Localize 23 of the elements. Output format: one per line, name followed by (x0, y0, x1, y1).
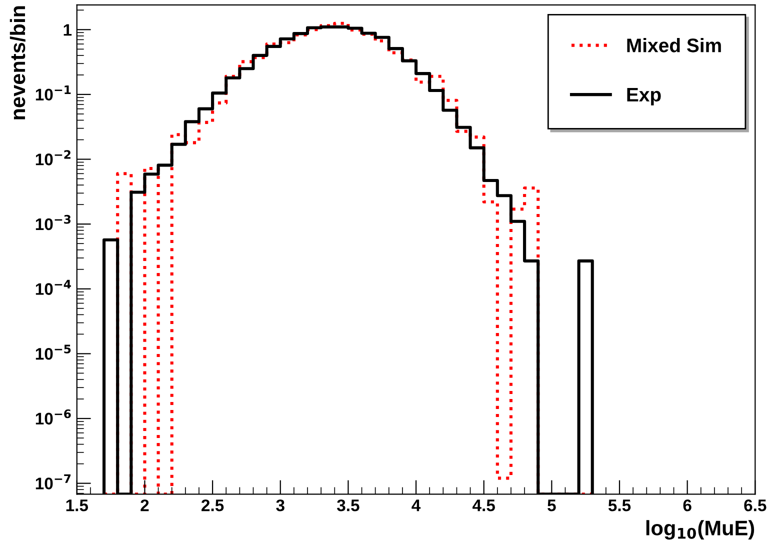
y-tick-label: 10$^{−1}$ (36, 85, 71, 101)
y-tick-label: 10$^{−4}$ (36, 280, 71, 295)
y-tick-label: 10$^{−3}$ (36, 214, 71, 230)
x-tick-label: 6.5 (744, 499, 766, 512)
x-axis-title: log$_{10}$(MuE) (646, 520, 754, 540)
x-tick-label: 4 (412, 500, 421, 512)
y-tick-label: 10$^{−5}$ (36, 344, 71, 360)
x-tick-label: 2 (140, 499, 149, 512)
x-tick-label: 3 (276, 499, 284, 512)
y-tick-label: 1 (64, 24, 72, 36)
y-axis-title: nevents/bin (10, 6, 26, 120)
x-tick-label: 5 (548, 500, 556, 512)
y-tick-label: 10$^{−7}$ (36, 474, 71, 490)
x-tick-label: 5.5 (608, 500, 631, 512)
legend-label: Mixed Sim (627, 38, 721, 52)
x-tick-label: 6 (683, 499, 692, 512)
y-tick-label: 10$^{−6}$ (36, 409, 71, 425)
x-tick-label: 3.5 (337, 499, 360, 512)
legend-label: Exp (627, 88, 661, 106)
x-tick-label: 2.5 (202, 499, 224, 512)
y-tick-label: 10$^{−2}$ (36, 150, 70, 166)
x-tick-label: 4.5 (472, 500, 495, 512)
x-tick-label: 1.5 (66, 500, 88, 512)
